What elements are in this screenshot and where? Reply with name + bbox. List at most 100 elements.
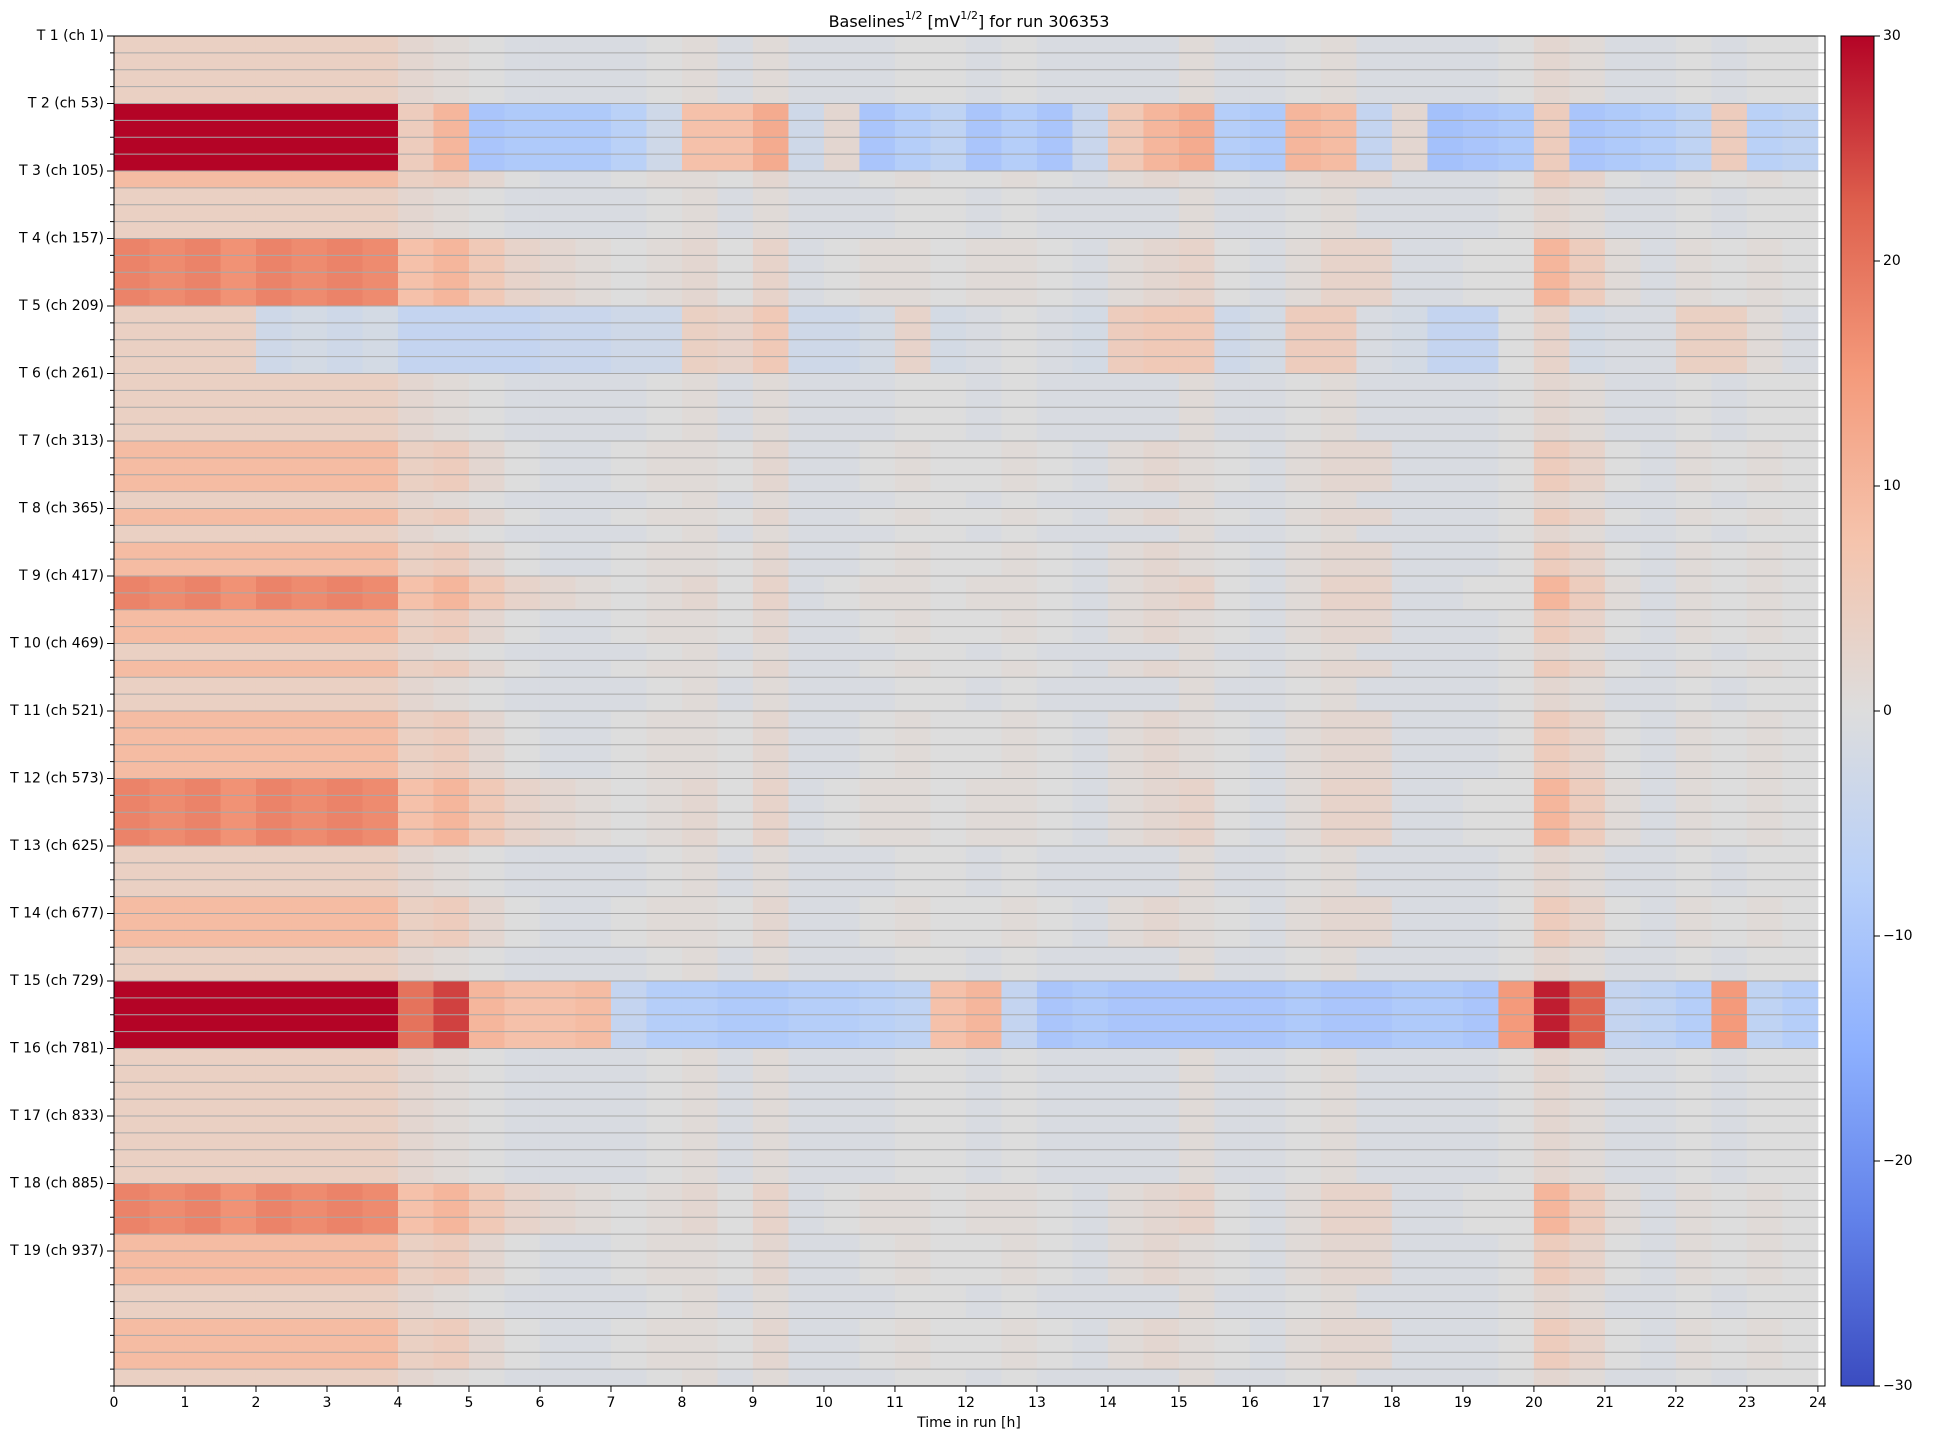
heatmap-cell (646, 1301, 683, 1319)
heatmap-cell (149, 441, 186, 459)
heatmap-cell (1533, 322, 1570, 341)
heatmap-cell (1178, 795, 1215, 813)
heatmap-cell (823, 930, 860, 948)
heatmap-cell (1746, 103, 1783, 121)
heatmap-cell (1143, 1116, 1180, 1134)
heatmap-cell (859, 86, 896, 104)
heatmap-cell (1107, 221, 1144, 239)
heatmap-cell (433, 120, 470, 138)
heatmap-cell (575, 1132, 612, 1151)
heatmap-cell (1072, 1318, 1109, 1336)
heatmap-cell (1178, 711, 1215, 729)
heatmap-cell (752, 913, 789, 931)
heatmap-cell (788, 52, 825, 71)
heatmap-cell (1604, 1149, 1641, 1168)
heatmap-cell (610, 1369, 647, 1387)
heatmap-cell (681, 1234, 718, 1252)
heatmap-cell (1533, 727, 1570, 746)
heatmap-cell (788, 221, 825, 239)
heatmap-cell (752, 694, 789, 712)
heatmap-cell (1320, 69, 1357, 88)
heatmap-cell (681, 1166, 718, 1184)
heatmap-cell (859, 1267, 896, 1286)
heatmap-cell (504, 1200, 541, 1218)
heatmap-cell (1640, 356, 1677, 374)
heatmap-cell (1533, 761, 1570, 779)
heatmap-cell (184, 711, 221, 729)
heatmap-cell (220, 508, 257, 526)
heatmap-cell (610, 1065, 647, 1083)
heatmap-cell (1036, 829, 1073, 847)
heatmap-cell (610, 1132, 647, 1151)
heatmap-cell (717, 306, 754, 324)
heatmap-cell (1569, 1031, 1606, 1049)
heatmap-cell (1356, 1369, 1393, 1387)
heatmap-cell (1782, 289, 1819, 307)
heatmap-cell (575, 626, 612, 644)
heatmap-cell (1249, 441, 1286, 459)
heatmap-cell (433, 1031, 470, 1049)
heatmap-cell (184, 930, 221, 948)
heatmap-cell (1143, 677, 1180, 695)
heatmap-cell (610, 1335, 647, 1353)
heatmap-cell (1178, 1217, 1215, 1235)
heatmap-cell (575, 694, 612, 712)
heatmap-cell (1746, 609, 1783, 628)
heatmap-cell (1285, 1116, 1322, 1134)
heatmap-cell (1782, 1217, 1819, 1235)
heatmap-cell (539, 812, 576, 830)
heatmap-cell (1214, 1031, 1251, 1049)
heatmap-cell (681, 1251, 718, 1269)
heatmap-cell (823, 1082, 860, 1100)
heatmap-cell (1356, 1284, 1393, 1303)
heatmap-cell (1391, 1099, 1428, 1117)
heatmap-cell (823, 677, 860, 695)
heatmap-cell (1214, 576, 1251, 594)
heatmap-cell (1391, 1251, 1428, 1269)
heatmap-cell (291, 424, 328, 442)
heatmap-cell (1746, 86, 1783, 104)
heatmap-cell (1675, 1335, 1712, 1353)
heatmap-cell (1072, 1369, 1109, 1387)
heatmap-cell (1249, 576, 1286, 594)
heatmap-cell (397, 626, 434, 644)
heatmap-cell (1462, 221, 1499, 239)
heatmap-cell (1569, 744, 1606, 763)
heatmap-cell (965, 626, 1002, 644)
heatmap-cell (433, 559, 470, 577)
heatmap-cell (1604, 559, 1641, 577)
heatmap-cell (255, 1318, 292, 1336)
heatmap-cell (149, 1132, 186, 1151)
heatmap-cell (894, 474, 931, 493)
heatmap-cell (752, 474, 789, 493)
heatmap-cell (575, 289, 612, 307)
heatmap-cell (1249, 36, 1286, 54)
heatmap-cell (1640, 441, 1677, 459)
heatmap-cell (788, 1014, 825, 1033)
heatmap-cell (362, 187, 399, 206)
heatmap-cell (1249, 1031, 1286, 1049)
heatmap-cell (1569, 981, 1606, 999)
heatmap-cell (681, 407, 718, 425)
heatmap-cell (539, 913, 576, 931)
heatmap-cell (1320, 778, 1357, 796)
heatmap-cell (1711, 36, 1748, 54)
heatmap-cell (1320, 576, 1357, 594)
heatmap-cell (1320, 525, 1357, 543)
x-tick-label: 21 (1596, 1395, 1614, 1411)
heatmap-cell (291, 52, 328, 71)
heatmap-cell (788, 390, 825, 408)
heatmap-cell (788, 1301, 825, 1319)
heatmap-cell (1640, 154, 1677, 172)
heatmap-cell (1533, 86, 1570, 104)
heatmap-cell (681, 356, 718, 374)
heatmap-cell (397, 862, 434, 881)
colorbar-tick-label: 30 (1883, 28, 1901, 44)
heatmap-cell (1072, 491, 1109, 509)
heatmap-cell (1001, 795, 1038, 813)
heatmap-cell (1782, 761, 1819, 779)
heatmap-cell (646, 862, 683, 881)
heatmap-cell (468, 930, 505, 948)
heatmap-cell (1675, 981, 1712, 999)
heatmap-cell (468, 373, 505, 391)
